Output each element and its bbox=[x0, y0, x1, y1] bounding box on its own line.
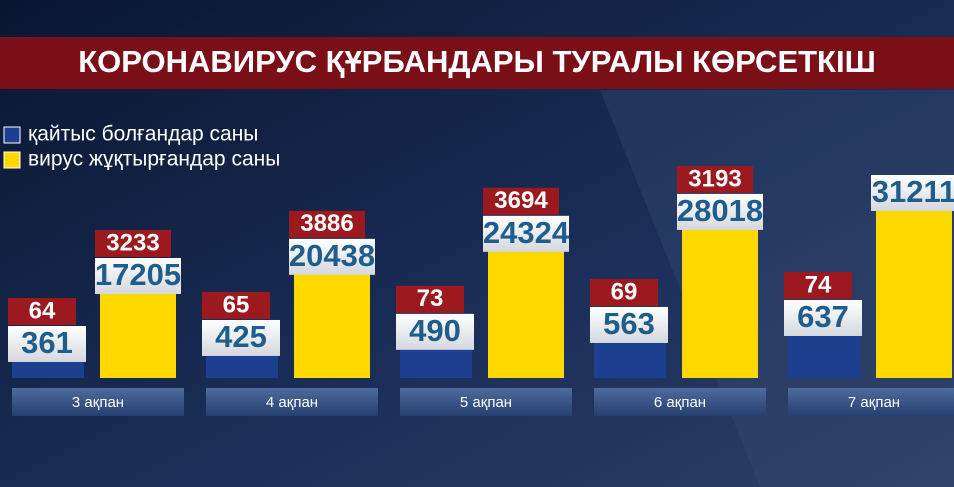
value-label: 31211 bbox=[872, 174, 954, 209]
chart-title: КОРОНАВИРУС ҚҰРБАНДАРЫ ТУРАЛЫ КӨРСЕТКІШ bbox=[78, 44, 876, 79]
increase-box bbox=[396, 285, 464, 313]
value-label: 17205 bbox=[95, 257, 181, 292]
increase-label: 3694 bbox=[494, 187, 548, 214]
legend-swatch bbox=[3, 151, 21, 169]
increase-box bbox=[784, 272, 852, 299]
legend-swatch bbox=[3, 126, 21, 144]
value-label-box bbox=[871, 175, 954, 211]
x-tick-label: 5 ақпан bbox=[460, 394, 512, 411]
bar bbox=[488, 233, 564, 378]
value-label: 637 bbox=[797, 299, 849, 334]
legend-label: қайтыс болғандар саны bbox=[28, 123, 258, 146]
category-box bbox=[594, 388, 766, 416]
value-label-box bbox=[8, 325, 86, 362]
increase-box bbox=[677, 165, 753, 193]
value-label-box bbox=[95, 258, 181, 295]
value-label: 425 bbox=[215, 319, 267, 354]
value-label-box bbox=[677, 193, 763, 230]
legend-label: вирус жұқтырғандар саны bbox=[28, 148, 280, 171]
increase-label: 73 bbox=[417, 285, 444, 312]
increase-box bbox=[590, 278, 658, 306]
value-label-box bbox=[202, 319, 280, 356]
value-label: 490 bbox=[409, 313, 461, 348]
category-box bbox=[788, 388, 954, 416]
increase-box bbox=[8, 297, 76, 325]
x-tick-label: 7 ақпан bbox=[848, 394, 900, 411]
category-box bbox=[206, 388, 378, 416]
value-label: 24324 bbox=[483, 215, 570, 250]
x-tick-label: 4 ақпан bbox=[266, 394, 318, 411]
increase-box bbox=[95, 230, 171, 258]
value-label: 20438 bbox=[289, 238, 375, 273]
increase-label: 65 bbox=[223, 291, 250, 318]
value-label: 28018 bbox=[677, 193, 763, 228]
bar bbox=[876, 193, 952, 378]
value-label-box bbox=[784, 300, 862, 336]
value-label-box bbox=[289, 238, 375, 275]
value-label-box bbox=[590, 306, 668, 343]
category-box bbox=[12, 388, 184, 416]
increase-box bbox=[483, 187, 559, 215]
increase-label: 3233 bbox=[106, 229, 159, 256]
increase-label: 64 bbox=[29, 297, 56, 324]
increase-label: 3193 bbox=[688, 165, 741, 192]
increase-box bbox=[202, 291, 270, 319]
bar bbox=[682, 211, 758, 378]
increase-label: 74 bbox=[805, 271, 832, 298]
increase-label: 69 bbox=[611, 278, 638, 305]
bar bbox=[294, 256, 370, 378]
x-tick-label: 3 ақпан bbox=[72, 394, 124, 411]
increase-box bbox=[289, 210, 365, 238]
value-label-box bbox=[396, 313, 474, 350]
x-tick-label: 6 ақпан bbox=[654, 394, 706, 411]
value-label: 563 bbox=[603, 306, 655, 341]
title-band bbox=[0, 37, 954, 89]
category-box bbox=[400, 388, 572, 416]
increase-label: 3886 bbox=[300, 210, 353, 237]
value-label-box bbox=[483, 215, 569, 252]
value-label: 361 bbox=[21, 325, 73, 360]
